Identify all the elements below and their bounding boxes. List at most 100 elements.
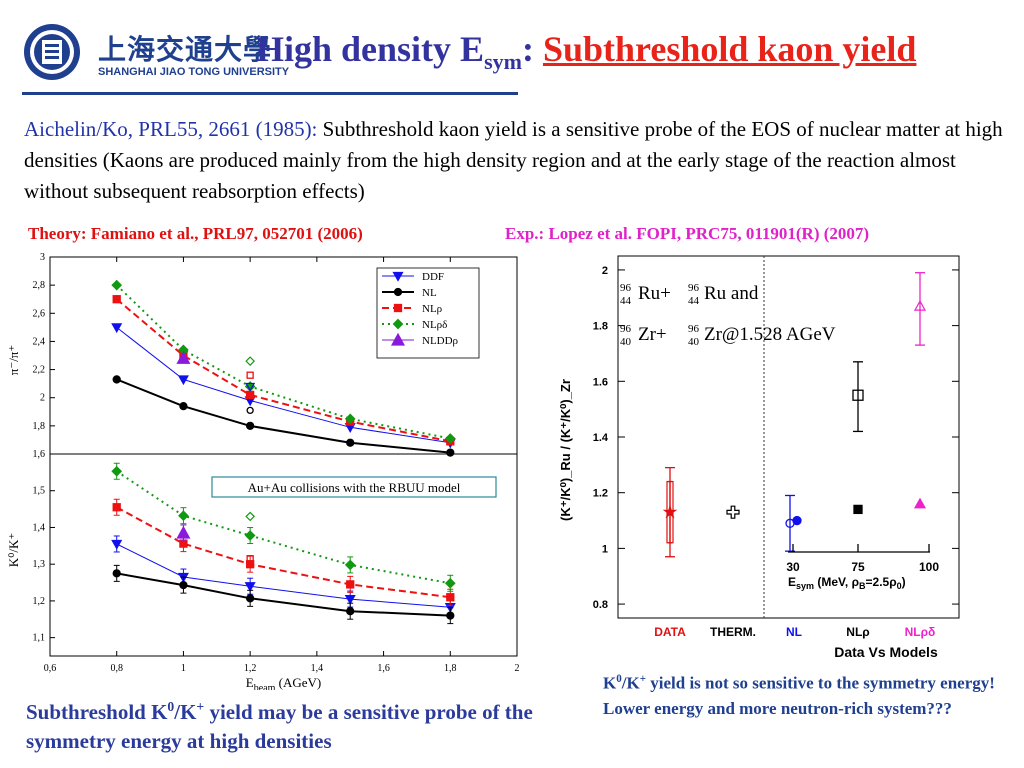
x-tick-label: 1,4 [311, 663, 324, 674]
reaction-text: Ru and [704, 283, 759, 304]
y-tick-label: 2,2 [33, 365, 46, 376]
inset-tick-label: 100 [919, 560, 939, 574]
category-label: NL [786, 625, 802, 639]
title-sub: sym [484, 49, 522, 74]
data-point [245, 560, 255, 569]
rbuu-ratio-chart: 3 2,8 2,6 2,4 2,2 2 1,8 1,6 1,5 1,4 1,3 1,2 1,1 0,6 0,… [6, 252, 520, 690]
open-data-point [245, 382, 256, 392]
open-data-point [246, 371, 254, 379]
data-point [913, 299, 927, 311]
legend-marker [392, 271, 404, 282]
data-point [178, 510, 189, 522]
y-tick-label: 3 [40, 252, 45, 263]
annotation-text: Au+Au collisions with the RBUU model [248, 480, 461, 495]
open-data-point [245, 511, 255, 522]
open-data-point [245, 356, 255, 366]
legend-label: NL [422, 287, 437, 299]
series-line [116, 298, 451, 443]
data-point [176, 351, 191, 364]
data-point [913, 497, 927, 509]
theory-reference: Theory: Famiano et al., PRL97, 052701 (2… [28, 224, 363, 243]
y-tick-label: 1,2 [33, 596, 46, 607]
data-point [244, 582, 256, 592]
data-point [111, 279, 123, 291]
inset-label-part: (MeV, ρ [814, 575, 859, 589]
logo-english-name: SHANGHAI JIAO TONG UNIVERSITY [98, 66, 290, 78]
right-conclusion-part: yield is not so sensitive to the symmetr… [603, 673, 995, 718]
legend-label: DDF [422, 271, 444, 283]
data-point [111, 465, 123, 477]
x-tick-label: 0,6 [44, 663, 57, 674]
reaction-text: Zr@1.528 AGeV [704, 324, 836, 345]
left-conclusion-sup: 0 [167, 699, 175, 714]
atomic-number: 44 [688, 295, 700, 307]
slide-title: High density Esym: Subthreshold kaon yie… [256, 28, 916, 75]
data-point [446, 593, 455, 602]
data-point [792, 515, 802, 526]
y-tick-label: 2,8 [33, 280, 46, 291]
category-label: NLρδ [905, 625, 936, 639]
y-tick-label: 1,4 [33, 522, 46, 533]
lower-y-axis-label: K⁰/K⁺ [6, 533, 21, 567]
left-conclusion-sup: + [196, 699, 205, 714]
right-chart-frame [617, 255, 960, 619]
x-axis-label-main: E [246, 675, 254, 690]
y-tick-label: 1,3 [33, 559, 46, 570]
data-point [179, 402, 188, 411]
title-highlight: Subthreshold kaon yield [542, 29, 917, 69]
title-rule [22, 92, 518, 95]
ru-zr-ratio-chart: 2 1.8 1.6 1.4 1.2 1 0.8 (K⁺/K⁰)_Ru / (K⁺/K⁰)_Zr… [558, 255, 960, 660]
right-x-axis-label: Data Vs Models [834, 644, 938, 660]
data-point [111, 323, 123, 334]
left-conclusion-part: yield may be a sensitive probe of the sy… [26, 700, 533, 753]
data-point [446, 611, 455, 620]
data-point [666, 480, 674, 544]
inset-label-part: E [788, 575, 796, 589]
y-tick-label: 1 [602, 543, 608, 555]
data-point [346, 580, 355, 589]
data-point [346, 438, 355, 447]
intro-reference: Aichelin/Ko, PRL55, 2661 (1985): [24, 117, 318, 141]
y-tick-label: 2 [602, 265, 608, 277]
legend-marker [392, 318, 404, 330]
data-point [346, 607, 355, 616]
data-point [852, 389, 864, 401]
data-point [444, 433, 456, 444]
right-conclusion-sup: + [639, 673, 647, 685]
data-point [244, 530, 256, 541]
right-conclusion: K0/K+ yield is not so sensitive to the s… [603, 667, 1018, 721]
data-point [344, 559, 356, 571]
data-point [177, 375, 189, 386]
upper-y-axis-label: π⁻/π⁺ [6, 345, 21, 375]
x-tick-label: 1 [181, 663, 186, 674]
right-y-axis-label: (K⁺/K⁰)_Ru / (K⁺/K⁰)_Zr [558, 379, 573, 521]
x-tick-label: 1,2 [244, 663, 257, 674]
legend-marker [393, 303, 403, 313]
legend-marker [390, 332, 406, 346]
y-tick-label: 1,1 [33, 633, 46, 644]
data-point [245, 390, 255, 400]
atomic-number: 40 [688, 336, 700, 348]
inset-label-part: =2.5ρ [866, 575, 897, 589]
right-conclusion-part: /K [621, 673, 640, 693]
atomic-number: 44 [620, 295, 632, 307]
open-data-point [246, 406, 254, 415]
annotation-box [211, 476, 497, 498]
open-data-point [246, 555, 254, 563]
inset-tick-label: 30 [786, 560, 800, 574]
category-label: THERM. [710, 625, 756, 639]
reaction-text: Zr+ [638, 324, 667, 345]
y-tick-label: 1.6 [593, 376, 608, 388]
data-point [179, 580, 188, 590]
inset-label-part: 0 [897, 581, 902, 591]
data-point [344, 413, 356, 425]
data-point [111, 539, 123, 550]
reaction-text: Ru+ [638, 283, 671, 304]
inset-label-part: B [859, 581, 866, 591]
right-conclusion-sup: 0 [616, 673, 622, 685]
legend-label: NLρδ [422, 319, 447, 331]
y-tick-label: 1.4 [593, 432, 609, 444]
y-tick-label: 0.8 [593, 599, 608, 611]
title-colon: : [521, 29, 543, 69]
